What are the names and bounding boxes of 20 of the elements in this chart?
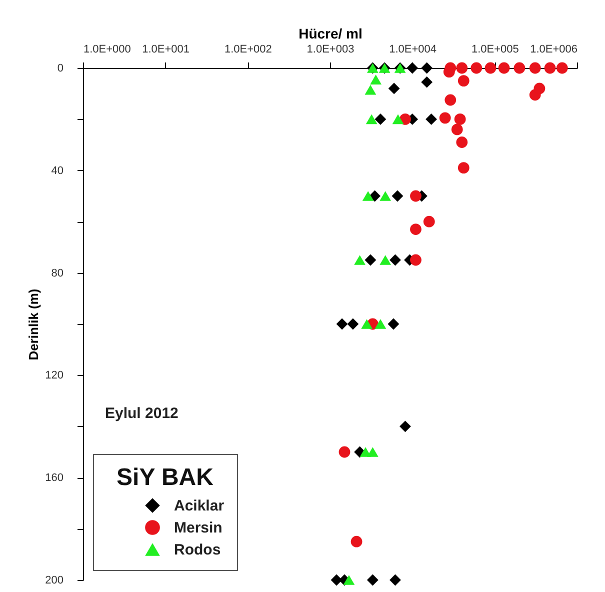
- legend-label: Mersin: [174, 520, 222, 536]
- y-tick-label: 40: [51, 164, 64, 177]
- legend-label: Rodos: [174, 542, 221, 558]
- x-tick-label: 1.0E+005: [471, 44, 519, 56]
- annotation: Eylul 2012: [105, 405, 178, 422]
- y-tick-label: 0: [57, 62, 64, 74]
- x-tick-label: 1.0E+006: [530, 44, 578, 56]
- x-tick-label: 1.0E+000: [84, 44, 131, 56]
- y-tick-label: 80: [51, 267, 64, 280]
- x-tick-label: 1.0E+002: [224, 44, 272, 56]
- y-tick-label: 120: [45, 370, 64, 382]
- x-tick-label: 1.0E+003: [306, 44, 354, 56]
- x-axis-title: Hücre/ ml: [298, 26, 362, 42]
- x-tick-label: 1.0E+004: [389, 44, 437, 56]
- y-tick-label: 160: [45, 472, 64, 484]
- y-tick-label: 200: [45, 574, 64, 586]
- legend-title: SiY BAK: [116, 464, 214, 491]
- legend-label: Aciklar: [174, 498, 224, 514]
- x-tick-label: 1.0E+001: [142, 44, 190, 56]
- y-axis-title: Derinlik (m): [26, 288, 42, 360]
